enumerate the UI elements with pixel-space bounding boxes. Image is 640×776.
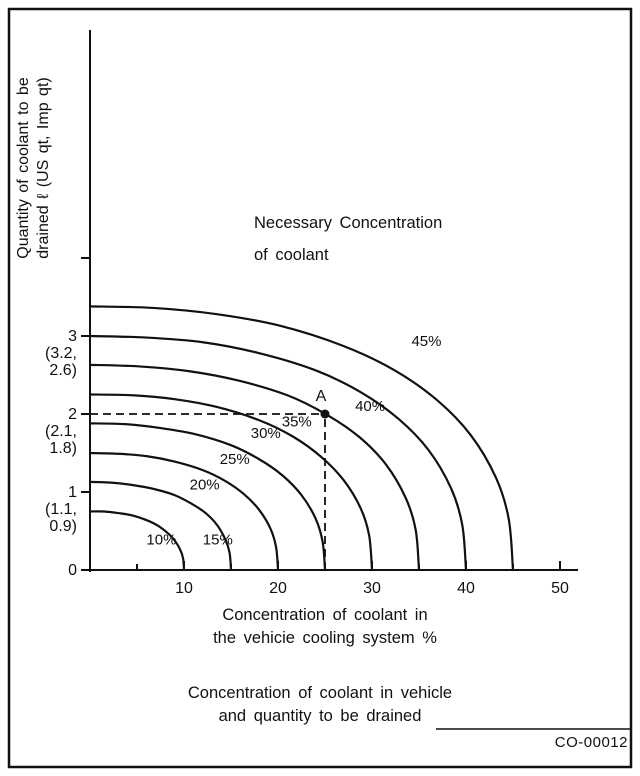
axes — [81, 30, 578, 572]
curve-10% — [88, 510, 186, 572]
annotation: Necessary Concentration of coolant — [254, 214, 442, 264]
y-tick-label: (2.1, — [45, 423, 77, 440]
point-label: A — [316, 388, 327, 405]
curve-45% — [88, 305, 515, 572]
curve-labels: 10% 15% 20%25%30%35% 40% 45% — [146, 333, 441, 548]
y-tick-label: 3 — [68, 328, 77, 345]
x-tick-label: 50 — [551, 580, 569, 597]
x-tick-label: 30 — [363, 580, 381, 597]
x-tick-label: 10 — [175, 580, 193, 597]
x-axis-title-line2: the vehicie cooling system % — [213, 629, 437, 647]
x-axis-title-line1: Concentration of coolant in — [222, 606, 427, 624]
curve-15% — [88, 480, 233, 572]
curve-label-10%: 10% — [146, 531, 176, 548]
y-tick-label: 2 — [68, 406, 77, 423]
y-tick-label: 2.6) — [49, 362, 77, 379]
curve-label-15%: 15% — [203, 531, 233, 548]
curve-25% — [88, 422, 327, 572]
y-axis-title: Quantity of coolant to be drained ℓ (US … — [15, 77, 52, 259]
annotation-line1: Necessary Concentration — [254, 214, 442, 232]
y-tick-label: 1.8) — [49, 440, 77, 457]
y-tick-label: 0.9) — [49, 518, 77, 535]
curve-30% — [88, 393, 374, 572]
y-axis-title-line1: Quantity of coolant to be — [15, 77, 32, 259]
curve-40% — [88, 334, 468, 572]
annotation-line2: of coolant — [254, 246, 329, 264]
figure-border — [7, 7, 633, 769]
figure-caption-line2: and quantity to be drained — [219, 707, 422, 725]
curve-label-40%: 40% — [355, 398, 385, 415]
curve-label-35%: 35% — [282, 413, 312, 430]
y-tick-label: (3.2, — [45, 345, 77, 362]
figure-code: CO-00012 — [555, 734, 628, 751]
x-axis-title: Concentration of coolant in the vehicie … — [213, 606, 437, 647]
tick-labels: 10 20 30 40 50 0 1(1.1,0.9) 2(2.1,1.8) 3(3.2,2.6… — [45, 328, 569, 597]
y-tick-label: 1 — [68, 484, 77, 501]
x-tick-label: 20 — [269, 580, 287, 597]
point-marker — [320, 409, 330, 419]
figure-caption: Concentration of coolant in vehicle and … — [188, 684, 452, 725]
curve-label-30%: 30% — [251, 425, 281, 442]
y-tick-label: 0 — [68, 562, 77, 579]
figure-caption-line1: Concentration of coolant in vehicle — [188, 684, 452, 702]
y-tick-label: (1.1, — [45, 501, 77, 518]
curve-label-45%: 45% — [411, 333, 441, 350]
y-axis-title-line2: drained ℓ (US qt, Imp qt) — [35, 77, 52, 258]
curve-label-25%: 25% — [220, 451, 250, 468]
curve-20% — [88, 451, 280, 572]
guides: A — [90, 388, 330, 570]
curves — [88, 305, 515, 572]
curve-label-20%: 20% — [190, 477, 220, 494]
x-tick-label: 40 — [457, 580, 475, 597]
